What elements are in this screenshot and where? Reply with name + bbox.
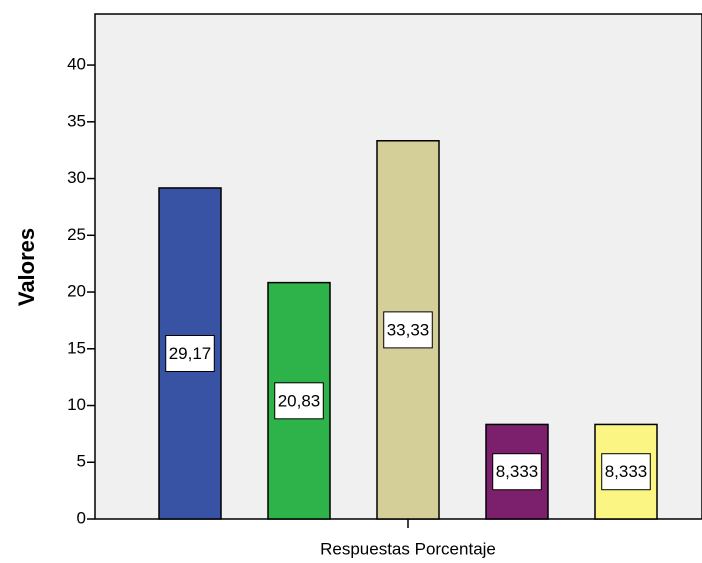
y-tick-label: 35 bbox=[67, 111, 86, 130]
value-label-box bbox=[165, 334, 215, 372]
y-tick-label: 40 bbox=[67, 55, 86, 74]
value-label: 29,17 bbox=[169, 344, 212, 363]
y-tick-label: 5 bbox=[77, 452, 86, 471]
value-label: 33,33 bbox=[387, 320, 430, 339]
value-label-box bbox=[492, 453, 542, 491]
y-tick-label: 30 bbox=[67, 168, 86, 187]
value-label-box bbox=[601, 453, 651, 491]
y-axis-label: Valores bbox=[14, 228, 39, 306]
y-tick-label: 10 bbox=[67, 395, 86, 414]
value-label: 20,83 bbox=[278, 391, 321, 410]
value-label-box bbox=[274, 382, 324, 420]
value-label: 8,333 bbox=[496, 462, 539, 481]
y-tick-label: 25 bbox=[67, 225, 86, 244]
x-axis-label: Respuestas Porcentaje bbox=[320, 539, 496, 558]
value-label: 8,333 bbox=[605, 462, 648, 481]
y-tick-label: 20 bbox=[67, 282, 86, 301]
value-label-box bbox=[383, 311, 433, 349]
y-tick-label: 15 bbox=[67, 338, 86, 357]
y-tick-label: 0 bbox=[77, 508, 86, 527]
